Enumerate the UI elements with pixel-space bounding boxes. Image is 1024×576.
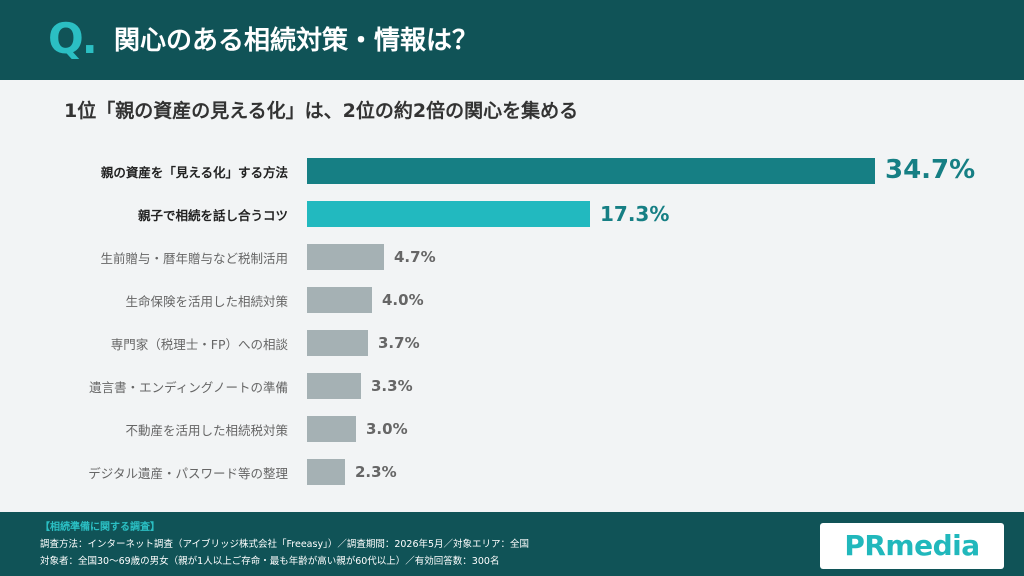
prmedia-logo: PRmedia	[820, 523, 1004, 569]
bar	[307, 158, 875, 184]
category-label: 生前贈与・暦年贈与など税制活用	[100, 251, 288, 266]
header-bar: Q. 関心のある相続対策・情報は？	[0, 0, 1024, 80]
bar	[307, 330, 368, 356]
page-title: 関心のある相続対策・情報は？	[114, 26, 479, 56]
category-label: 不動産を活用した相続税対策	[125, 423, 288, 438]
question-mark-logo: Q.	[48, 14, 98, 63]
survey-method: 調査方法：インターネット調査（アイブリッジ株式会社「Freeasy」）／調査期間…	[40, 539, 530, 550]
category-label: 生命保険を活用した相続対策	[125, 294, 288, 309]
chart-subtitle: 1位「親の資産の見える化」は、2位の約2倍の関心を集める	[64, 100, 579, 122]
category-label: 遺言書・エンディングノートの準備	[89, 380, 288, 395]
logo-text: PRmedia	[844, 529, 980, 562]
value-label: 3.7%	[378, 333, 420, 352]
bar	[307, 201, 590, 227]
value-label: 3.3%	[371, 376, 413, 395]
bar	[307, 459, 345, 485]
category-label: 親の資産を「見える化」する方法	[100, 165, 288, 180]
category-label: 専門家（税理士・FP）への相談	[110, 337, 288, 352]
category-label: 親子で相続を話し合うコツ	[137, 208, 288, 223]
survey-title: 【相続準備に関する調査】	[40, 522, 160, 533]
value-label: 17.3%	[600, 201, 670, 226]
bar	[307, 287, 372, 313]
bar	[307, 416, 356, 442]
category-label: デジタル遺産・パスワード等の整理	[88, 466, 288, 481]
value-label: 3.0%	[366, 419, 408, 438]
bar	[307, 244, 384, 270]
value-label: 4.0%	[382, 290, 424, 309]
bar-chart: 親の資産を「見える化」する方法 34.7% 親子で相続を話し合うコツ 17.3% 生前贈…	[0, 140, 1024, 510]
value-label: 4.7%	[394, 247, 436, 266]
value-label: 34.7%	[885, 154, 976, 185]
bar	[307, 373, 361, 399]
value-label: 2.3%	[355, 462, 397, 481]
survey-target: 対象者：全国30〜69歳の男女（親が1人以上ご存命・最も年齢が高い親が60代以上…	[40, 556, 500, 567]
